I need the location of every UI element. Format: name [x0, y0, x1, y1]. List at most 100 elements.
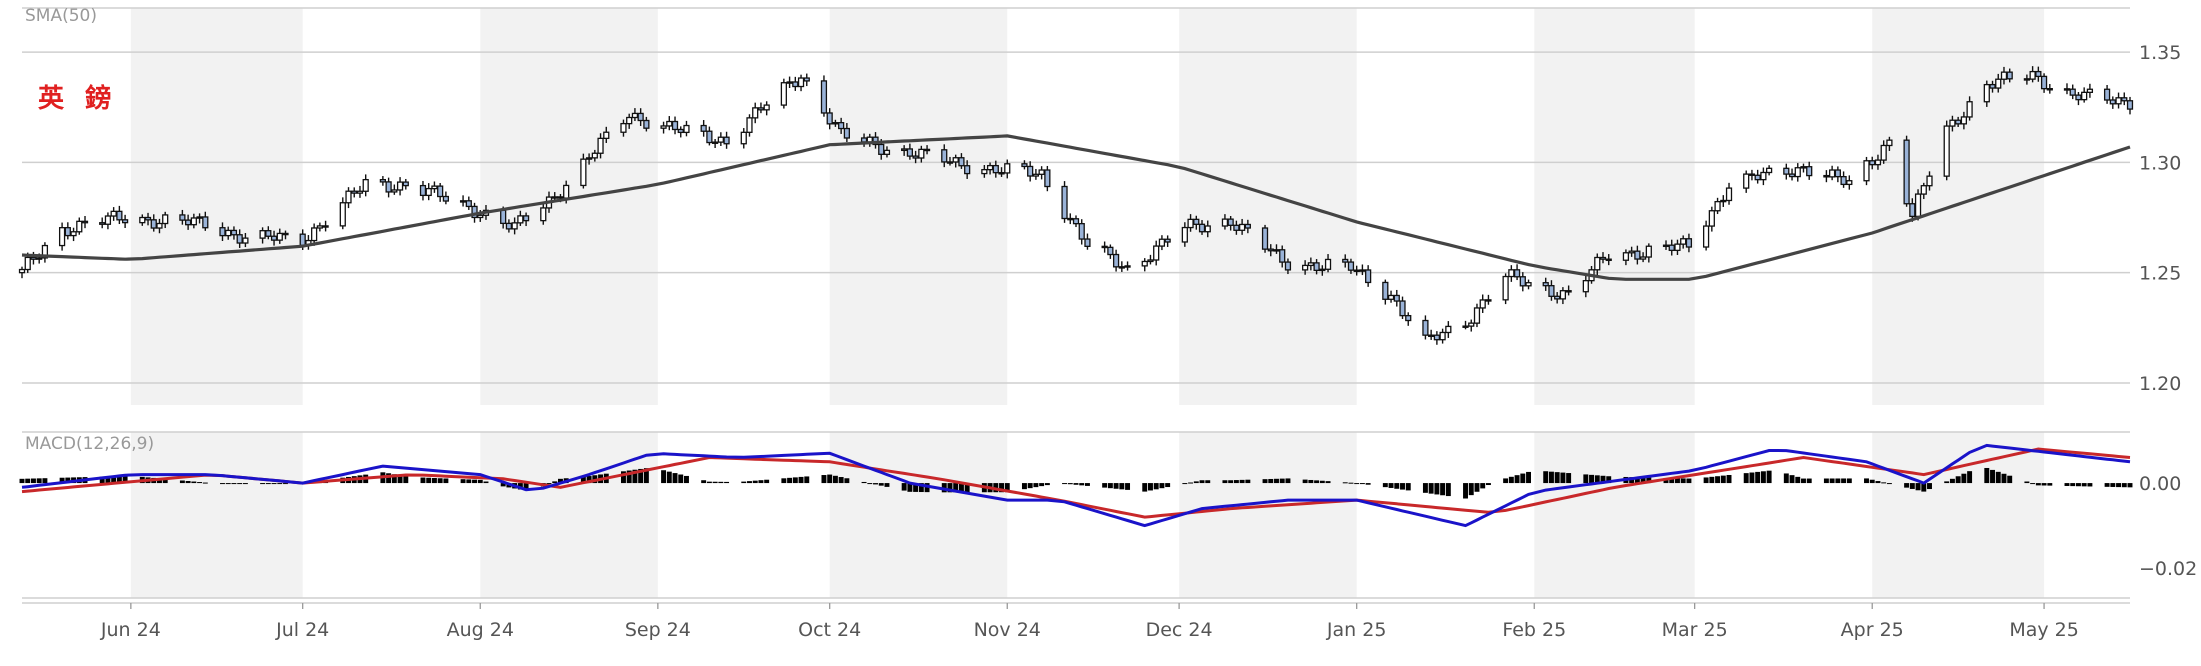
candle-body — [1387, 294, 1395, 300]
candle-body — [1829, 169, 1836, 178]
candle-body — [1766, 167, 1773, 174]
histogram-bar — [1067, 483, 1073, 485]
candle-body — [1668, 244, 1675, 252]
histogram-bar — [2064, 483, 2070, 486]
macd-band — [1872, 432, 2045, 598]
histogram-bar — [701, 480, 707, 484]
candle-body — [99, 222, 106, 225]
candle-body — [1914, 193, 1922, 218]
histogram-bar — [621, 471, 626, 484]
histogram-bar — [1274, 478, 1279, 484]
histogram-bar — [1233, 480, 1239, 484]
price-tick-label: 1.35 — [2139, 42, 2181, 64]
candle-body — [2126, 100, 2134, 110]
candle-body — [998, 172, 1005, 175]
candle-body — [1433, 334, 1440, 341]
histogram-bar — [1125, 483, 1131, 490]
histogram-bar — [1485, 483, 1491, 486]
candle-body — [110, 210, 117, 217]
histogram-bar — [1703, 477, 1709, 484]
candle-body — [1107, 246, 1114, 256]
histogram-bar — [626, 470, 632, 484]
histogram-bar — [391, 474, 397, 484]
candle-body — [683, 124, 690, 134]
candle-body — [923, 148, 931, 152]
candle-body — [477, 214, 484, 219]
histogram-bar — [1554, 472, 1560, 484]
candle-body — [471, 205, 478, 219]
histogram-bar — [1268, 478, 1274, 484]
candle-body — [2035, 70, 2042, 78]
histogram-bar — [426, 477, 432, 484]
histogram-bar — [1995, 471, 2001, 484]
candle-body — [631, 112, 639, 119]
histogram-bar — [1222, 480, 1228, 484]
histogram-bar — [1915, 483, 1921, 491]
candle-body — [557, 196, 564, 199]
candle-body — [2103, 88, 2111, 101]
x-tick-label: Jul 24 — [275, 619, 329, 641]
histogram-bar — [787, 477, 793, 484]
candle-body — [717, 136, 724, 143]
histogram-bar — [1846, 478, 1852, 484]
histogram-bar — [225, 483, 231, 485]
candle-body — [1748, 173, 1756, 176]
histogram-bar — [1359, 483, 1365, 485]
histogram-bar — [122, 476, 128, 484]
candle-body — [1244, 223, 1251, 229]
histogram-bar — [1720, 475, 1726, 484]
histogram-bar — [1640, 477, 1646, 484]
candle-body — [540, 207, 547, 222]
histogram-bar — [1881, 482, 1887, 484]
histogram-bar — [632, 469, 638, 484]
histogram-bar — [878, 483, 884, 486]
candle-body — [883, 149, 891, 155]
histogram-bar — [443, 478, 449, 484]
candle-body — [2000, 71, 2008, 80]
price-band — [480, 8, 658, 405]
histogram-bar — [1904, 483, 1910, 488]
histogram-bar — [1445, 483, 1451, 497]
candle-body — [265, 230, 272, 237]
histogram-bar — [666, 471, 672, 484]
histogram-bar — [1468, 483, 1474, 496]
candle-body — [1313, 262, 1320, 271]
candle-body — [1118, 266, 1125, 269]
candle-body — [1004, 163, 1011, 174]
histogram-bar — [1875, 481, 1881, 484]
macd-tick-label: −0.02 — [2139, 558, 2197, 580]
candle-body — [1548, 285, 1555, 297]
histogram-bar — [1228, 480, 1234, 484]
candle-body — [1846, 180, 1853, 186]
candle-body — [2006, 71, 2013, 80]
histogram-bar — [162, 478, 168, 484]
candle-body — [379, 178, 386, 183]
candle-body — [941, 149, 948, 163]
histogram-bar — [1308, 479, 1314, 484]
candle-body — [2086, 88, 2094, 93]
candle-body — [1622, 252, 1630, 261]
candle-body — [1554, 295, 1561, 300]
histogram-bar — [827, 474, 833, 484]
histogram-bar — [1801, 478, 1806, 484]
y-axis-labels: 1.35 1.30 1.25 1.20 0.00 −0.02 — [2139, 42, 2197, 580]
candle-body — [139, 216, 146, 224]
candle-body — [1324, 258, 1332, 270]
candle-body — [1840, 176, 1847, 186]
candle-body — [1485, 299, 1492, 302]
candle-body — [1680, 238, 1687, 245]
histogram-bar — [1749, 472, 1755, 484]
histogram-bar — [643, 468, 649, 484]
candle-body — [643, 119, 650, 129]
candle-body — [2029, 70, 2036, 80]
chart-title: 英 鎊 — [38, 84, 118, 114]
candle-body — [700, 124, 707, 132]
histogram-bar — [999, 483, 1004, 493]
histogram-bar — [283, 483, 288, 485]
histogram-bar — [798, 476, 804, 484]
candle-body — [1084, 238, 1091, 247]
histogram-bar — [752, 480, 758, 484]
candle-body — [1267, 248, 1274, 252]
candle-body — [1869, 160, 1876, 166]
candle-body — [437, 185, 444, 198]
